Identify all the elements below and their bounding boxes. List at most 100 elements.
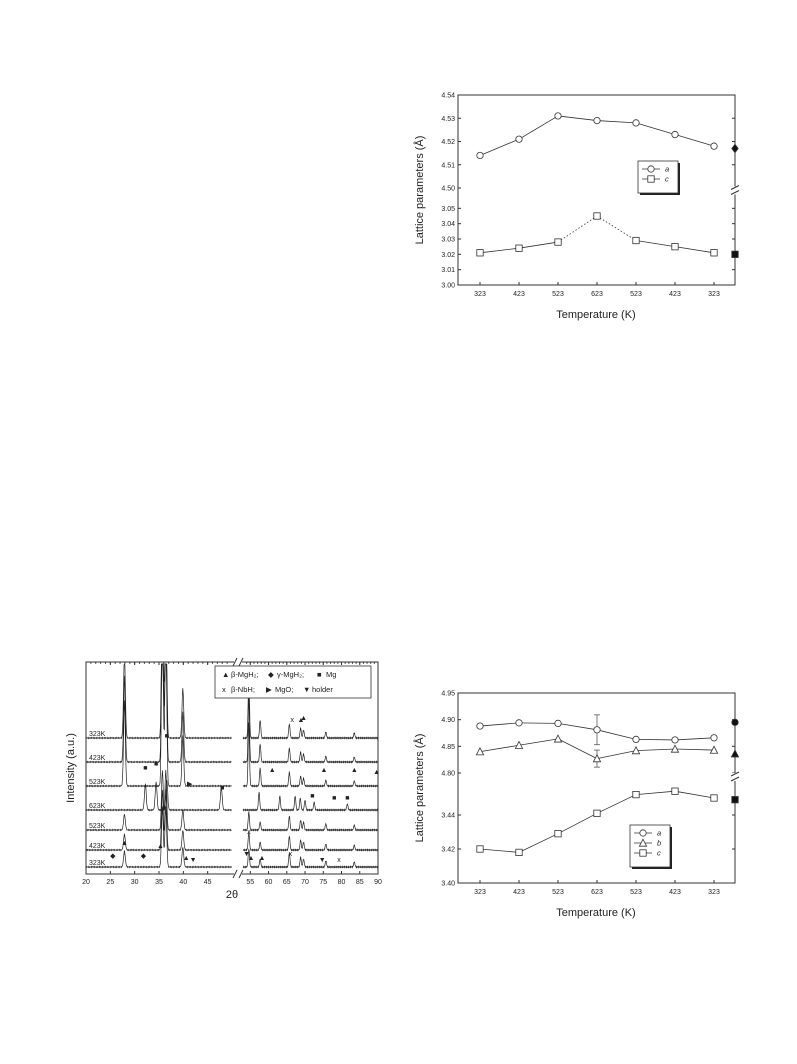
bl-xtick-label: 35	[155, 879, 163, 886]
br-series-b-point	[592, 753, 602, 763]
tr-series-a-segment	[674, 134, 715, 147]
bl-break-mark	[232, 869, 238, 879]
bl-legend-label: MgO;	[275, 685, 293, 694]
bl-xlabel: 2θ	[226, 889, 238, 901]
br-series-c-segment	[557, 812, 598, 835]
tr-reference-marker	[731, 143, 739, 154]
bl-peak-symbol: ▶	[187, 781, 193, 788]
tr-ytick-label: 4.50	[441, 186, 455, 193]
tr-series-c-point	[593, 212, 601, 220]
br-series-c-segment	[479, 848, 520, 853]
br-series-c-segment	[518, 833, 559, 853]
bl-diffraction-trace	[85, 769, 232, 832]
bl-diffraction-trace	[85, 663, 232, 788]
bl-legend-label: γ-MgH₂;	[277, 670, 304, 679]
bl-peak-symbol: ■	[310, 793, 314, 800]
br-series-c-point	[632, 791, 640, 799]
bl-peak-symbol: ▲	[248, 855, 255, 862]
bl-xtick-label: 75	[319, 879, 327, 886]
br-xtick-label: 623	[591, 889, 603, 896]
bl-diffraction-trace	[242, 831, 379, 852]
tr-series-a-point	[515, 135, 523, 143]
bl-diffraction-trace	[85, 789, 232, 852]
bl-peak-symbol: ▲	[121, 840, 128, 847]
bl-peak-symbol: ◆	[110, 853, 116, 860]
tr-series-a-point	[710, 142, 718, 150]
bl-trace-label: 423K	[89, 755, 106, 762]
br-series-a-segment	[518, 722, 559, 724]
br-ylabel: Lattice parameters (Å)	[413, 734, 426, 843]
tr-legend-marker	[647, 175, 655, 183]
tr-series-a-segment	[635, 122, 676, 135]
bl-peak-symbol: ▼	[190, 857, 197, 864]
br-series-b-segment	[479, 744, 520, 753]
tr-xtick-label: 523	[552, 291, 564, 298]
tr-yticks: 4.50 4.51 4.52 4.53 4.54 3.00 3.01 3.02 3.03 3.04…	[441, 93, 735, 290]
bl-xtick-label: 70	[301, 879, 309, 886]
bl-legend-symbol: ■	[317, 670, 322, 679]
tr-series-c-segment	[479, 247, 520, 254]
tr-reference-marker	[731, 250, 739, 258]
tr-legend-box	[637, 160, 679, 194]
bl-legend-label: holder	[312, 685, 333, 694]
bl-xtick-label: 20	[82, 879, 90, 886]
bl-peak-symbol: ◆	[141, 853, 147, 860]
bl-xtick-label: 30	[131, 879, 139, 886]
bl-trace-label: 323K	[89, 731, 106, 738]
br-series-b-segment	[596, 750, 637, 759]
br-legend: abc	[629, 824, 672, 869]
br-legend-box	[629, 824, 671, 868]
tr-ytick-label: 4.52	[441, 139, 455, 146]
br-reference-marker	[731, 718, 739, 726]
br-xticks: 323 423 523 623 523 423 323	[474, 880, 720, 896]
br-xtick-label: 423	[513, 889, 525, 896]
br-series-b-segment	[557, 738, 598, 759]
bl-peak-symbol: ▲	[183, 855, 190, 862]
bl-peak-symbol: ▲	[269, 767, 276, 774]
br-ytick-label: 4.80	[441, 771, 455, 778]
bl-peak-symbol: ▼	[243, 851, 250, 858]
br-series-c-point	[710, 794, 718, 802]
tr-series-c-segment	[674, 246, 715, 254]
br-legend-marker	[639, 849, 647, 857]
br-break-gap	[732, 773, 738, 781]
br-reference-marker	[730, 749, 740, 758]
bl-xtick-label: 45	[204, 879, 212, 886]
br-series-c-segment	[635, 790, 676, 795]
bl-diffraction-trace	[242, 722, 379, 788]
br-ytick-label: 3.44	[441, 813, 455, 820]
bl-xtick-label: 60	[265, 879, 273, 886]
br-reference-marker	[731, 796, 739, 804]
br-xlabel: Temperature (K)	[556, 907, 635, 919]
tr-series-c-point	[515, 244, 523, 252]
bl-break-gap-top	[234, 659, 242, 665]
bl-xtick-label: 90	[374, 879, 382, 886]
br-legend-marker	[638, 838, 648, 847]
br-series-b-segment	[518, 738, 559, 746]
br-series-a-segment	[674, 737, 715, 741]
tr-series	[476, 112, 718, 257]
br-series-a-segment	[596, 729, 637, 740]
tr-series-c-segment	[518, 241, 559, 249]
br-series-c-point	[671, 787, 679, 795]
bl-xtick-label: 65	[283, 879, 291, 886]
br-series-a-point	[671, 736, 679, 744]
bl-xtick-label: 80	[338, 879, 346, 886]
bl-ylabel: Intensity (a.u.)	[65, 733, 77, 803]
chart-top-right: 4.50 4.51 4.52 4.53 4.54 3.00 3.01 3.02 3.03 3.04…	[413, 93, 740, 321]
br-xtick-label: 323	[474, 889, 486, 896]
tr-series-a-segment	[557, 115, 598, 121]
bl-xtick-label: 85	[356, 879, 364, 886]
tr-xtick-label: 423	[513, 291, 525, 298]
bl-trace-label: 523K	[89, 823, 106, 830]
bl-peak-symbol: ▲	[300, 715, 307, 722]
bl-peak-symbol: ■	[220, 785, 224, 792]
tr-break-mark	[730, 190, 740, 195]
br-legend-label: c	[657, 849, 661, 858]
tr-series-a-point	[554, 112, 562, 120]
bl-legend-label: β-MgH₂;	[231, 670, 259, 679]
tr-legend-label: c	[665, 175, 669, 184]
br-yticks: 4.80 4.85 4.90 4.95 3.40 3.42 3.44	[441, 691, 735, 888]
tr-legend-label: a	[665, 165, 669, 174]
br-series-a-point	[554, 719, 562, 728]
